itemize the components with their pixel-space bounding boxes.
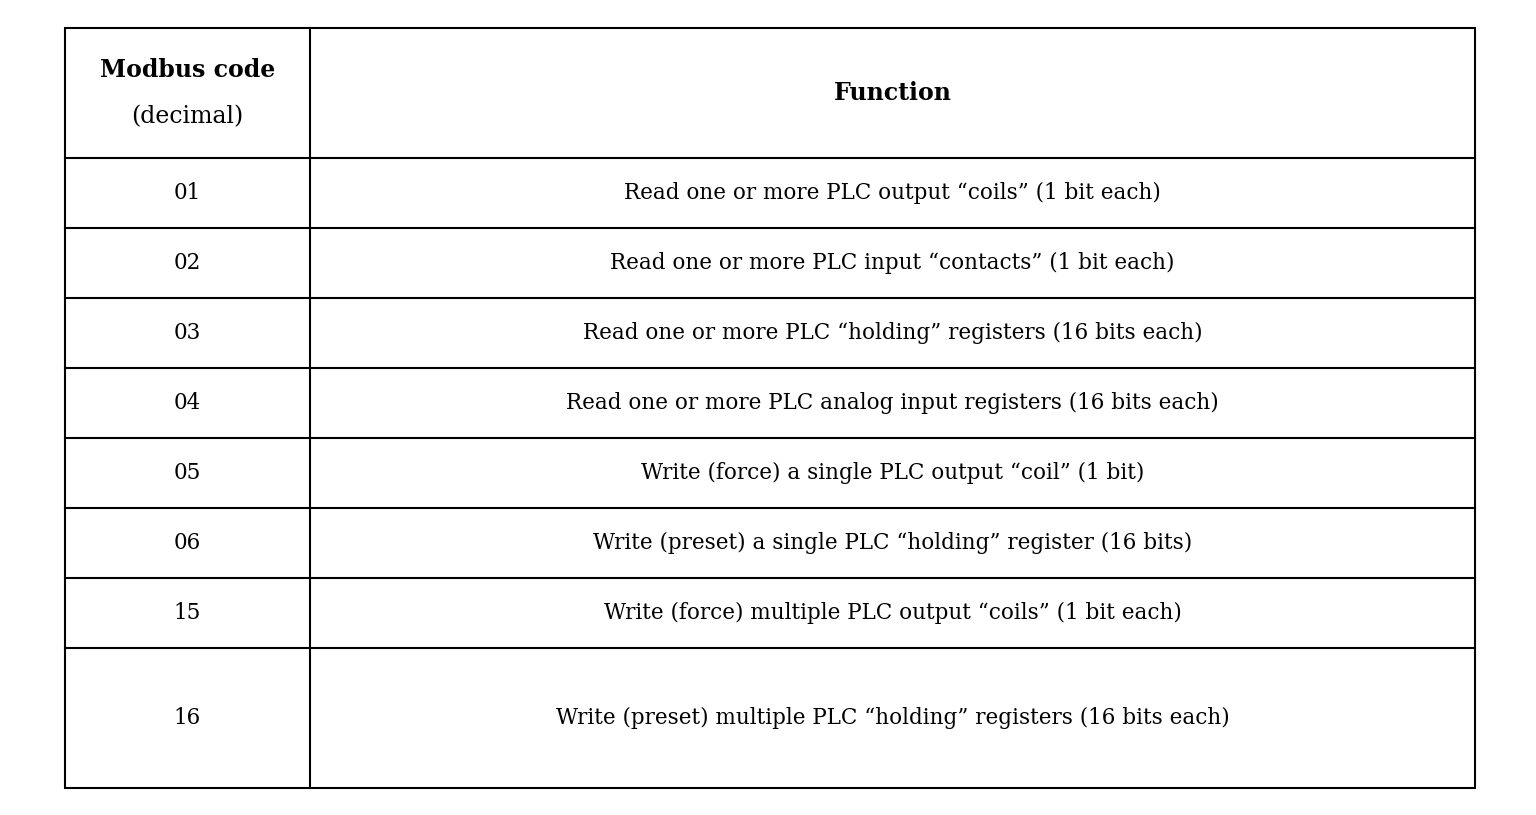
Text: Read one or more PLC analog input registers (16 bits each): Read one or more PLC analog input regist… <box>567 392 1220 414</box>
Text: 01: 01 <box>174 182 201 204</box>
Text: Write (preset) a single PLC “holding” register (16 bits): Write (preset) a single PLC “holding” re… <box>593 532 1192 554</box>
Text: 05: 05 <box>174 462 201 484</box>
Text: Modbus code: Modbus code <box>100 58 275 82</box>
Text: 03: 03 <box>174 322 201 344</box>
Text: 04: 04 <box>174 392 201 414</box>
Text: 16: 16 <box>174 707 201 729</box>
Text: (decimal): (decimal) <box>132 105 244 128</box>
Text: 06: 06 <box>174 532 201 554</box>
Text: Read one or more PLC “holding” registers (16 bits each): Read one or more PLC “holding” registers… <box>582 322 1203 344</box>
Text: 15: 15 <box>174 602 201 624</box>
Text: Write (force) multiple PLC output “coils” (1 bit each): Write (force) multiple PLC output “coils… <box>604 602 1181 624</box>
Text: Read one or more PLC input “contacts” (1 bit each): Read one or more PLC input “contacts” (1… <box>610 252 1175 274</box>
Text: 02: 02 <box>174 252 201 274</box>
Text: Write (force) a single PLC output “coil” (1 bit): Write (force) a single PLC output “coil”… <box>641 462 1144 484</box>
Text: Function: Function <box>834 81 951 105</box>
Text: Write (preset) multiple PLC “holding” registers (16 bits each): Write (preset) multiple PLC “holding” re… <box>556 707 1229 729</box>
Text: Read one or more PLC output “coils” (1 bit each): Read one or more PLC output “coils” (1 b… <box>624 182 1161 204</box>
